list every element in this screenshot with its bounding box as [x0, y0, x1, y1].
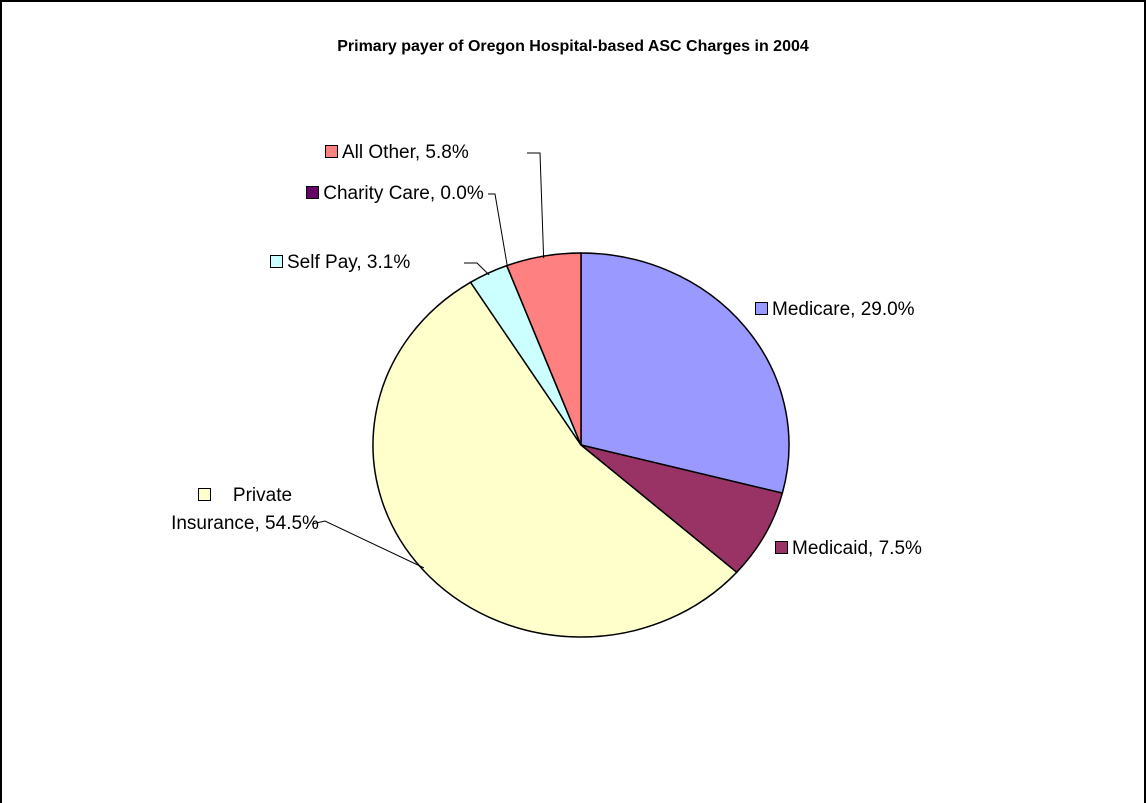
data-label-text: Charity Care, 0.0%	[323, 183, 484, 204]
legend-key	[755, 302, 768, 315]
pie-slice	[372, 281, 738, 638]
pie-slice	[580, 444, 784, 574]
chart-title: Primary payer of Oregon Hospital-based A…	[337, 38, 809, 55]
legend-key	[197, 488, 211, 501]
data-label: Charity Care, 0.0%	[305, 180, 485, 208]
legend-key	[775, 541, 788, 554]
data-label-text: Self Pay, 3.1%	[287, 252, 411, 273]
data-label-text: Medicare, 29.0%	[772, 299, 915, 320]
leader-line	[488, 193, 509, 268]
data-label: All Other, 5.8%	[325, 139, 565, 167]
data-label: Medicaid, 7.5%	[775, 535, 1035, 563]
legend-key	[270, 255, 283, 268]
data-label: Medicare, 29.0%	[755, 296, 1015, 324]
leader-line	[527, 152, 545, 259]
data-label: Self Pay, 3.1%	[270, 249, 490, 277]
pie-slice	[580, 252, 790, 494]
data-label: Private Insurance, 54.5%	[170, 482, 320, 538]
leader-line	[464, 262, 490, 276]
data-label-text: Medicaid, 7.5%	[792, 538, 922, 559]
data-label-text: All Other, 5.8%	[342, 142, 469, 163]
data-label-text: Private Insurance, 54.5%	[171, 485, 319, 534]
leader-line	[311, 520, 425, 569]
legend-key	[325, 145, 338, 158]
legend-key	[306, 186, 320, 199]
